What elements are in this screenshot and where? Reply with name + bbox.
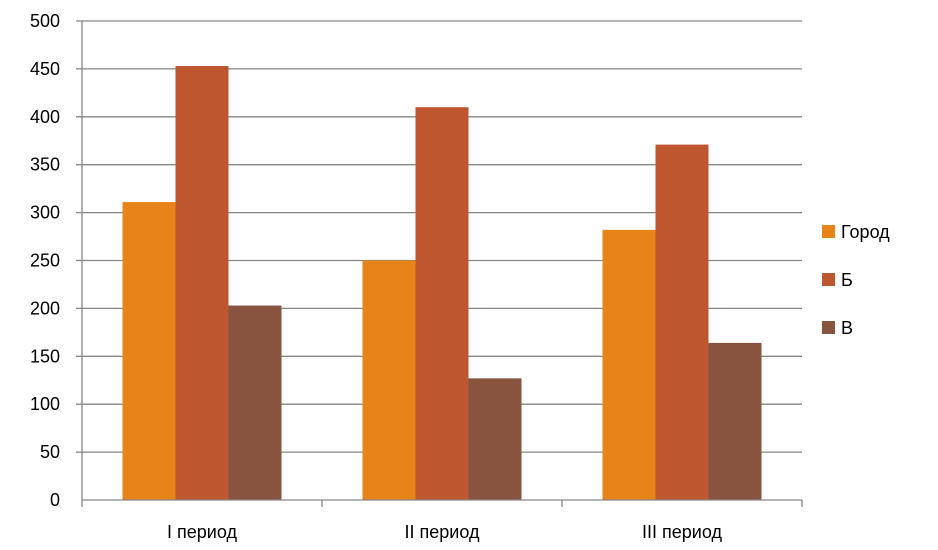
y-tick-label: 100 [30,394,60,414]
bar [175,66,229,500]
y-tick-label: 200 [30,298,60,318]
legend-swatch [822,321,835,334]
y-tick-label: 300 [30,203,60,223]
legend-label: Город [841,222,890,242]
bar [122,202,176,500]
y-tick-label: 0 [50,490,60,510]
bar [415,107,469,500]
legend: Город Б В [822,222,890,338]
y-tick-label: 400 [30,107,60,127]
y-tick-label: 450 [30,59,60,79]
y-tick-label: 150 [30,346,60,366]
y-tick-label: 500 [30,11,60,31]
y-tick-label: 50 [40,442,60,462]
legend-label: Б [841,270,853,290]
bar [362,260,416,500]
x-category-label: III период [642,522,722,542]
axes: 0 50 100 150 200 250 300 350 400 450 500 I период II… [30,11,803,542]
y-tick-label: 250 [30,251,60,271]
bar [468,378,522,500]
y-tick-label: 350 [30,155,60,175]
bar [655,144,709,500]
legend-swatch [822,225,835,238]
legend-swatch [822,273,835,286]
bar [602,229,656,500]
bars [122,66,762,500]
bar [708,342,762,500]
bar [228,305,282,500]
x-category-label: II период [405,522,480,542]
x-category-label: I период [167,522,237,542]
legend-label: В [841,318,853,338]
